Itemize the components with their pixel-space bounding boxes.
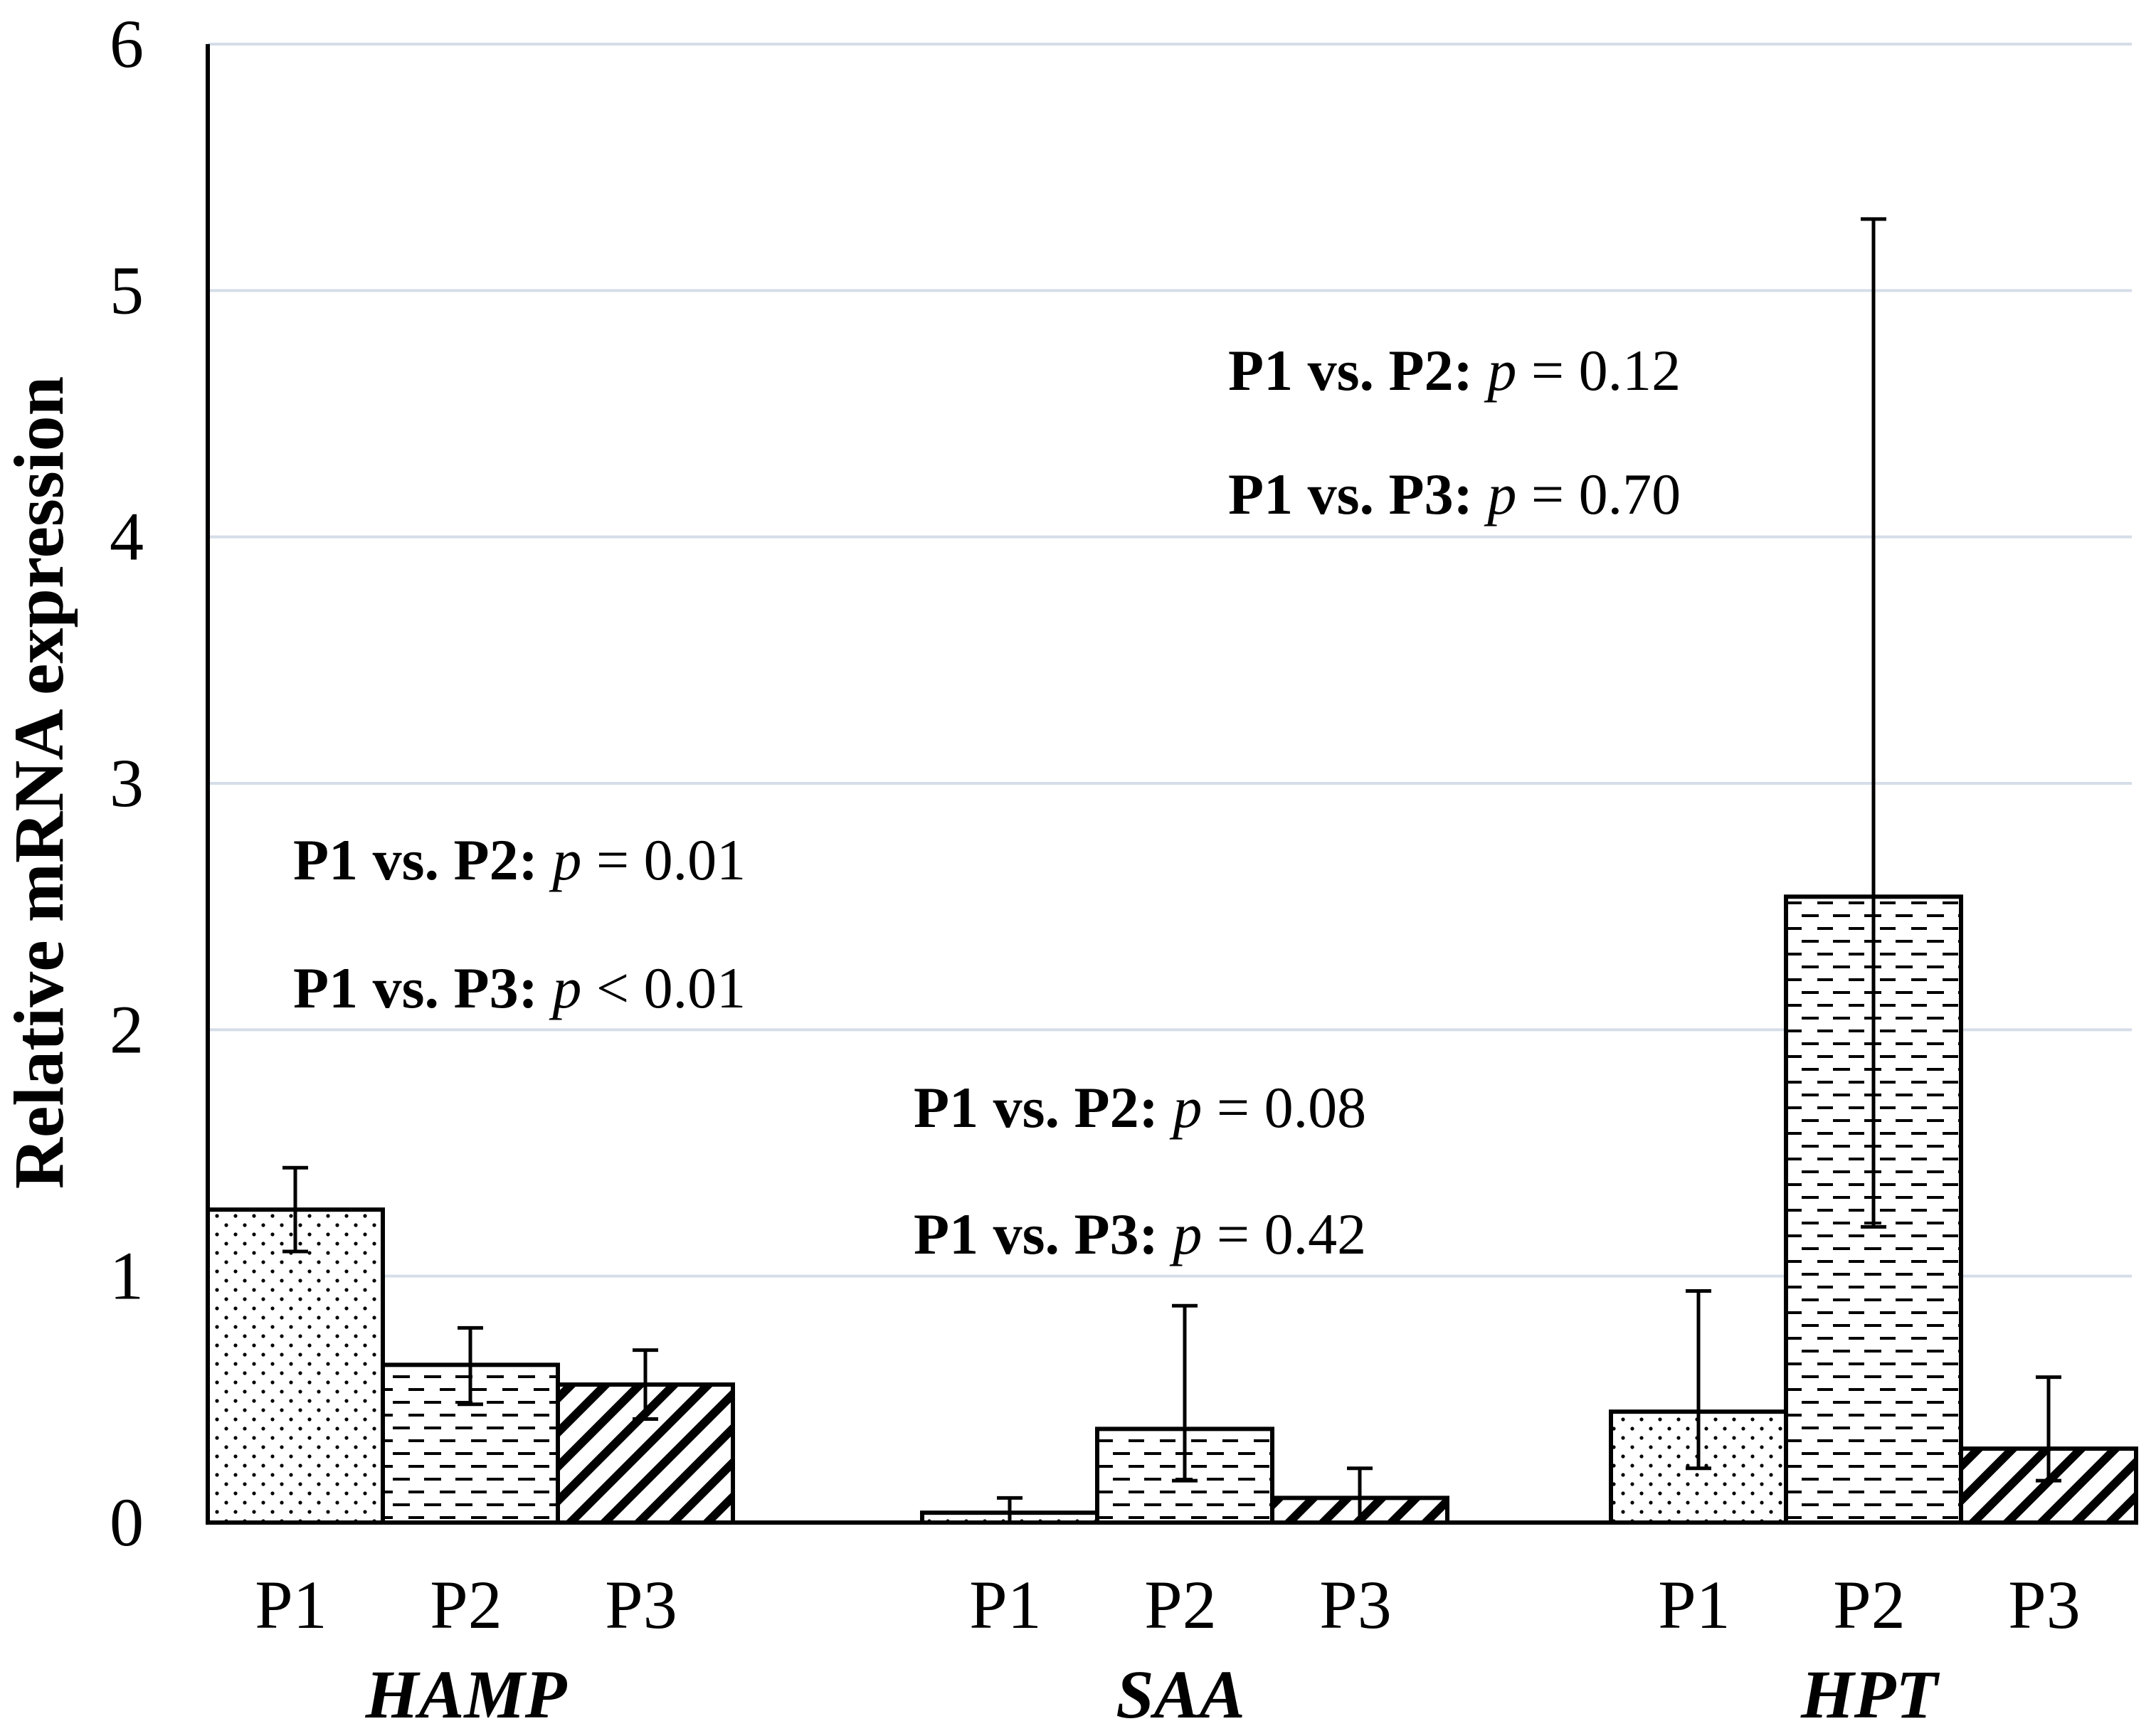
- annotation-hpt-1: P1 vs. P2: p = 0.12: [1228, 338, 1681, 403]
- error-bar-hpt-p3: [2036, 1375, 2061, 1483]
- x-tick-label: P1: [255, 1567, 327, 1643]
- annotations: P1 vs. P2: p = 0.01 P1 vs. P3: p < 0.01 P1…: [293, 338, 1681, 1266]
- y-tick-label: 1: [110, 1238, 144, 1314]
- annotation-hpt-2: P1 vs. P3: p = 0.70: [1228, 462, 1681, 526]
- annotation-hamp-2: P1 vs. P3: p < 0.01: [293, 956, 746, 1020]
- y-tick-label: 2: [110, 991, 144, 1067]
- x-tick-label: P2: [430, 1567, 502, 1643]
- x-tick-label: P3: [1319, 1567, 1391, 1643]
- bar-hamp-p1: [206, 1207, 385, 1525]
- tick-labels: 0 1 2 3 4 5 6 P1 P2 P3 HAMP P1 P2 P3 SAA P1 P2 P3 HPT: [110, 6, 2081, 1732]
- y-tick-label: 3: [110, 745, 144, 821]
- x-tick-label: P2: [1144, 1567, 1216, 1643]
- error-bar-saa-p2: [1172, 1303, 1198, 1483]
- annotation-saa-2: P1 vs. P3: p = 0.42: [914, 1202, 1366, 1266]
- x-tick-label: P3: [605, 1567, 677, 1643]
- y-tick-label: 6: [110, 6, 144, 82]
- annotation-saa-1: P1 vs. P2: p = 0.08: [914, 1075, 1366, 1140]
- error-bar-hpt-p2: [1861, 217, 1886, 1229]
- group-label-hpt: HPT: [1800, 1656, 1940, 1732]
- y-tick-label: 4: [110, 499, 144, 575]
- x-tick-label: P2: [1833, 1567, 1905, 1643]
- error-bar-hamp-p3: [633, 1348, 658, 1422]
- group-label-saa: SAA: [1116, 1656, 1245, 1732]
- x-tick-label: P3: [2008, 1567, 2080, 1643]
- error-bars: [282, 217, 2061, 1525]
- x-tick-label: P1: [969, 1567, 1041, 1643]
- y-tick-label: 0: [110, 1484, 144, 1560]
- group-label-hamp: HAMP: [365, 1656, 568, 1732]
- error-bar-hpt-p1: [1686, 1288, 1711, 1471]
- y-axis-label: Relative mRNA expression: [0, 376, 78, 1189]
- x-tick-label: P1: [1658, 1567, 1730, 1643]
- error-bar-hamp-p2: [458, 1325, 483, 1407]
- y-tick-label: 5: [110, 252, 144, 328]
- axes: [206, 44, 2132, 1525]
- error-bar-hamp-p1: [282, 1165, 308, 1254]
- annotation-hamp-1: P1 vs. P2: p = 0.01: [293, 827, 746, 892]
